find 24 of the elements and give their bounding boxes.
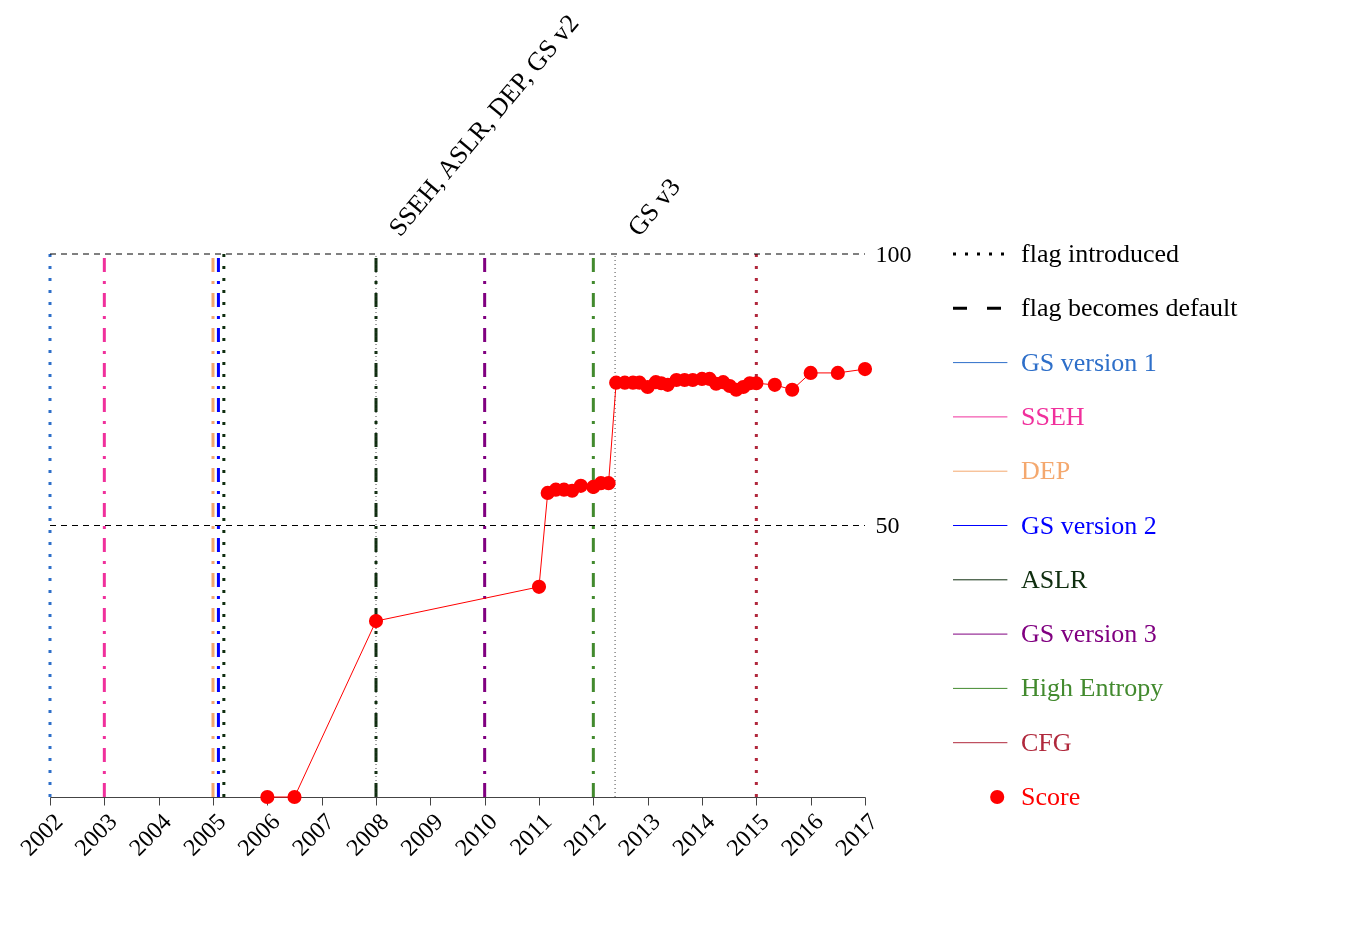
ref-line-label: DEP [1021,456,1071,486]
y-tick-label: 50 [875,512,900,538]
ref-line-label: SSEH [1021,401,1085,431]
point [803,365,818,380]
point [531,579,547,594]
ref-line-label: High Entropy [1021,673,1164,703]
point [830,365,845,380]
y-tick-label: 100 [875,240,912,267]
point [573,478,588,493]
ref-line-label: ASLR [1021,564,1089,594]
text: flag becomes default [1021,293,1239,323]
point [287,789,302,805]
legend-label: Score [1021,782,1081,811]
point [857,362,873,377]
ref-line-label: GS version 2 [1021,510,1157,540]
ref-line-label: CFG [1021,727,1072,757]
point [785,382,800,397]
ref-line-label: GS version 1 [1021,347,1157,377]
point [767,377,782,392]
ref-line-label: GS version 3 [1021,619,1157,649]
text: flag introduced [1021,239,1180,268]
ref-line-label: GS v3 [621,172,687,242]
point [368,614,384,629]
point [260,789,275,805]
